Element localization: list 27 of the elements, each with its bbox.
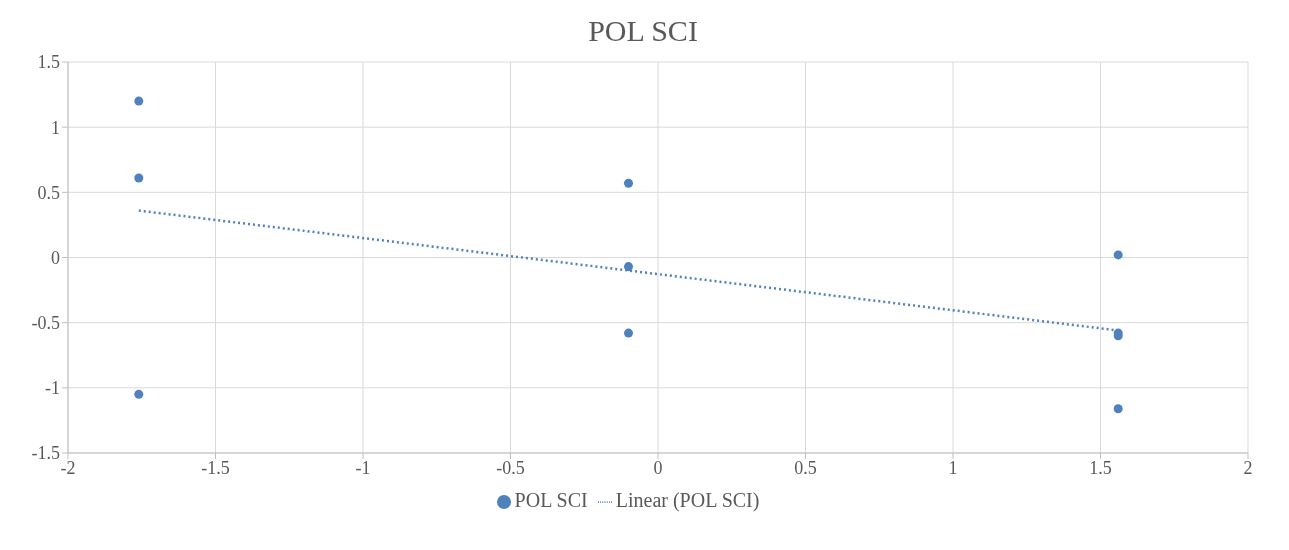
point [1113, 404, 1123, 414]
y-tick-label: -0.5 [31, 313, 60, 334]
y-tick-label: 0 [51, 247, 60, 268]
point [1113, 250, 1123, 260]
point [623, 328, 634, 338]
x-tick-label: 1 [948, 457, 958, 478]
y-tick-label: -1 [45, 378, 60, 399]
chart-title: POL SCI [587, 14, 699, 48]
x-tick-label: 1.5 [1089, 457, 1112, 478]
point [134, 389, 144, 399]
legend-label: POL SCI [514, 489, 588, 511]
y-tick-label: -1.5 [31, 443, 60, 464]
point [134, 173, 144, 183]
x-tick-label: -2 [60, 457, 76, 478]
legend-label: Linear (POL SCI) [615, 489, 760, 511]
x-tick-label: -1 [355, 457, 371, 478]
x-tick-label: 2 [1243, 457, 1253, 478]
x-tick-label: 0 [653, 457, 663, 478]
point [623, 178, 634, 188]
x-tick-label: -1.5 [201, 457, 230, 478]
x-tick-label: -0.5 [496, 457, 525, 478]
point [134, 96, 144, 106]
y-tick-label: 1.5 [37, 52, 60, 73]
y-tick-label: 0.5 [37, 182, 60, 203]
y-tick-label: 1 [51, 117, 60, 138]
x-tick-label: 0.5 [794, 457, 817, 478]
point [623, 262, 634, 272]
